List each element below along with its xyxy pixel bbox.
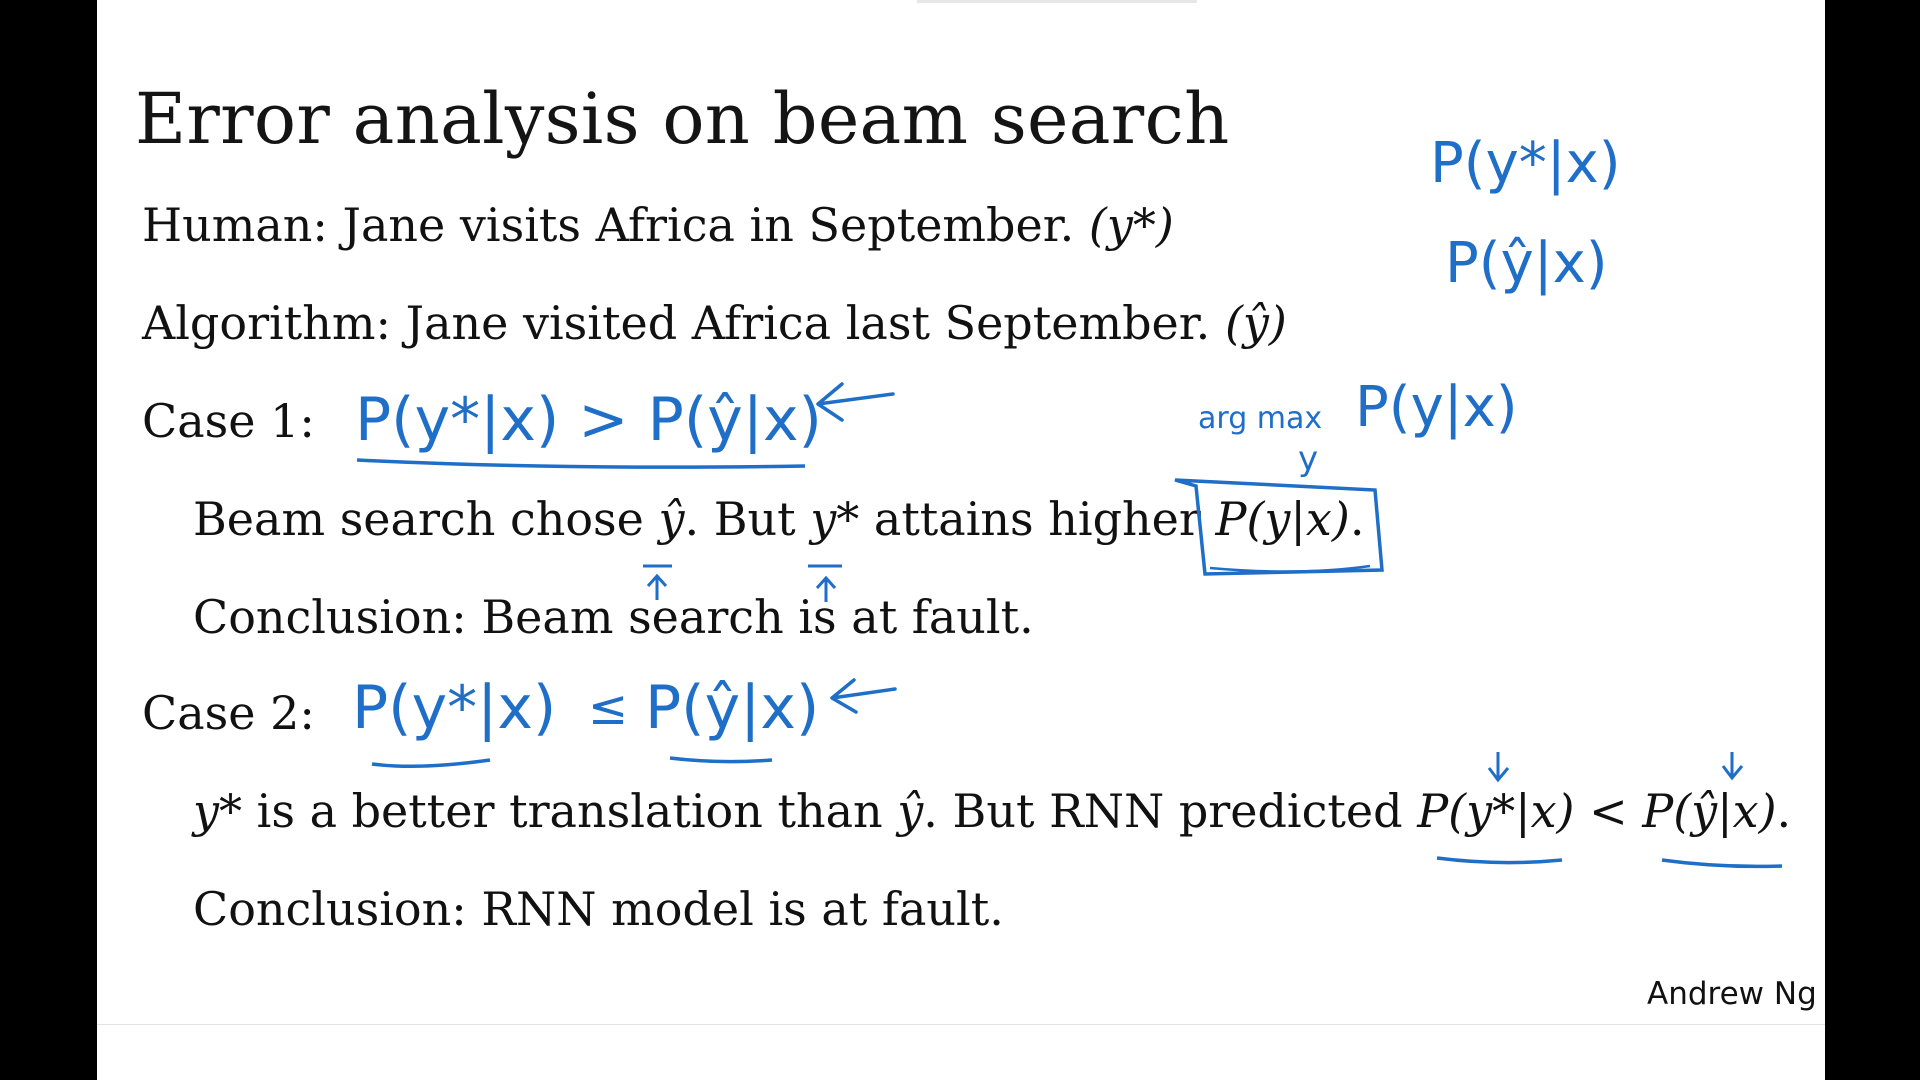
- case1-end: .: [1349, 492, 1365, 546]
- author-name: Andrew Ng: [1647, 976, 1817, 1012]
- case2-explanation: y* is a better translation than ŷ. But R…: [193, 784, 1791, 838]
- case1-conclusion: Conclusion: Beam search is at fault.: [193, 590, 1034, 644]
- case1-explanation: Beam search chose ŷ. But y* attains high…: [193, 492, 1364, 546]
- case2-text-b: . But RNN predicted: [923, 784, 1418, 838]
- case1-yhat: ŷ: [658, 492, 685, 546]
- algorithm-tag: (ŷ): [1224, 296, 1287, 350]
- human-line: Human: Jane visits Africa in September. …: [142, 198, 1174, 252]
- case2-less-than: <: [1574, 784, 1643, 838]
- slide-title: Error analysis on beam search: [135, 78, 1230, 160]
- human-sentence: Jane visits Africa in September.: [342, 198, 1075, 252]
- case2-text-a: is a better translation than: [242, 784, 898, 838]
- case1-text-c: attains higher: [859, 492, 1216, 546]
- case2-prob-ystar: P(y*|x): [1417, 784, 1575, 838]
- case1-text-b: . But: [684, 492, 811, 546]
- case2-yhat: ŷ: [897, 784, 924, 838]
- slide-bottom-divider: [97, 1024, 1825, 1025]
- case2-ystar: y*: [193, 784, 242, 838]
- case1-text-a: Beam search chose: [193, 492, 659, 546]
- case2-prob-yhat: P(ŷ|x): [1642, 784, 1777, 838]
- case2-label: Case 2:: [142, 686, 315, 740]
- human-tag: (y*): [1088, 198, 1174, 252]
- human-label: Human:: [142, 198, 328, 252]
- top-strip: [917, 0, 1197, 3]
- case1-label: Case 1:: [142, 394, 315, 448]
- case2-end: .: [1776, 784, 1792, 838]
- case1-prob: P(y|x): [1215, 492, 1350, 546]
- algorithm-label: Algorithm:: [142, 296, 392, 350]
- slide: Error analysis on beam search Human: Jan…: [97, 0, 1825, 1080]
- case1-ystar: y*: [810, 492, 860, 546]
- algorithm-sentence: Jane visited Africa last September.: [405, 296, 1211, 350]
- case2-conclusion: Conclusion: RNN model is at fault.: [193, 882, 1004, 936]
- algorithm-line: Algorithm: Jane visited Africa last Sept…: [142, 296, 1287, 350]
